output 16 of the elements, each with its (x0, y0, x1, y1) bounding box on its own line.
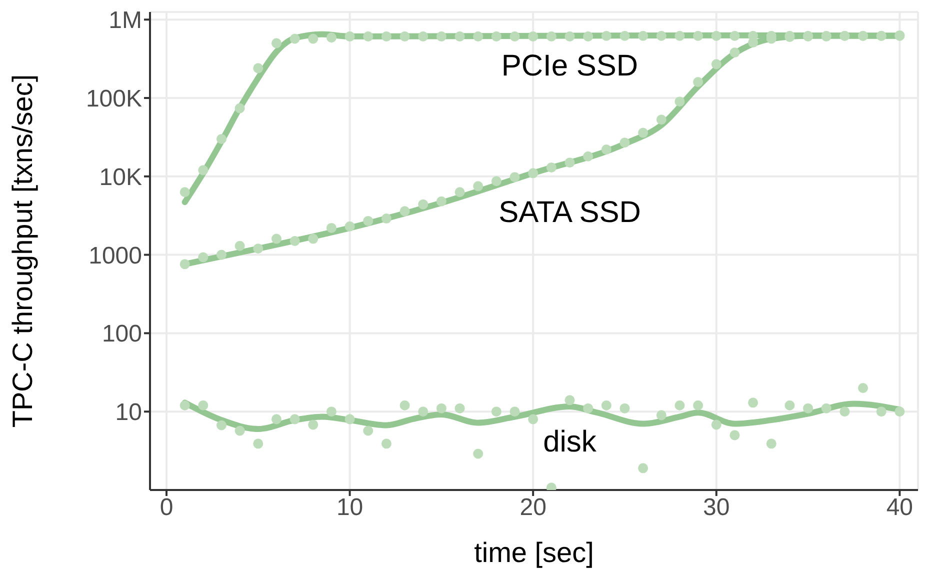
x-tick-label: 20 (520, 494, 546, 522)
y-tick-label: 1M (108, 7, 142, 34)
x-tick-label: 0 (160, 494, 174, 522)
y-tick-label: 100 (102, 320, 142, 348)
y-tick-label: 100K (86, 86, 142, 113)
y-tick-label: 10K (99, 164, 142, 191)
y-tick-label: 10 (115, 399, 142, 426)
series-label: disk (543, 425, 598, 458)
x-tick-label: 40 (886, 494, 914, 522)
series-label: SATA SSD (498, 196, 641, 229)
x-tick-label: 10 (336, 494, 364, 522)
x-tick-label: 30 (703, 494, 730, 522)
y-tick-label: 1000 (88, 242, 142, 270)
x-axis-title: time [sec] (474, 537, 594, 568)
y-axis-title: TPC-C throughput [txns/sec] (7, 74, 38, 428)
series-label: PCIe SSD (501, 50, 638, 83)
